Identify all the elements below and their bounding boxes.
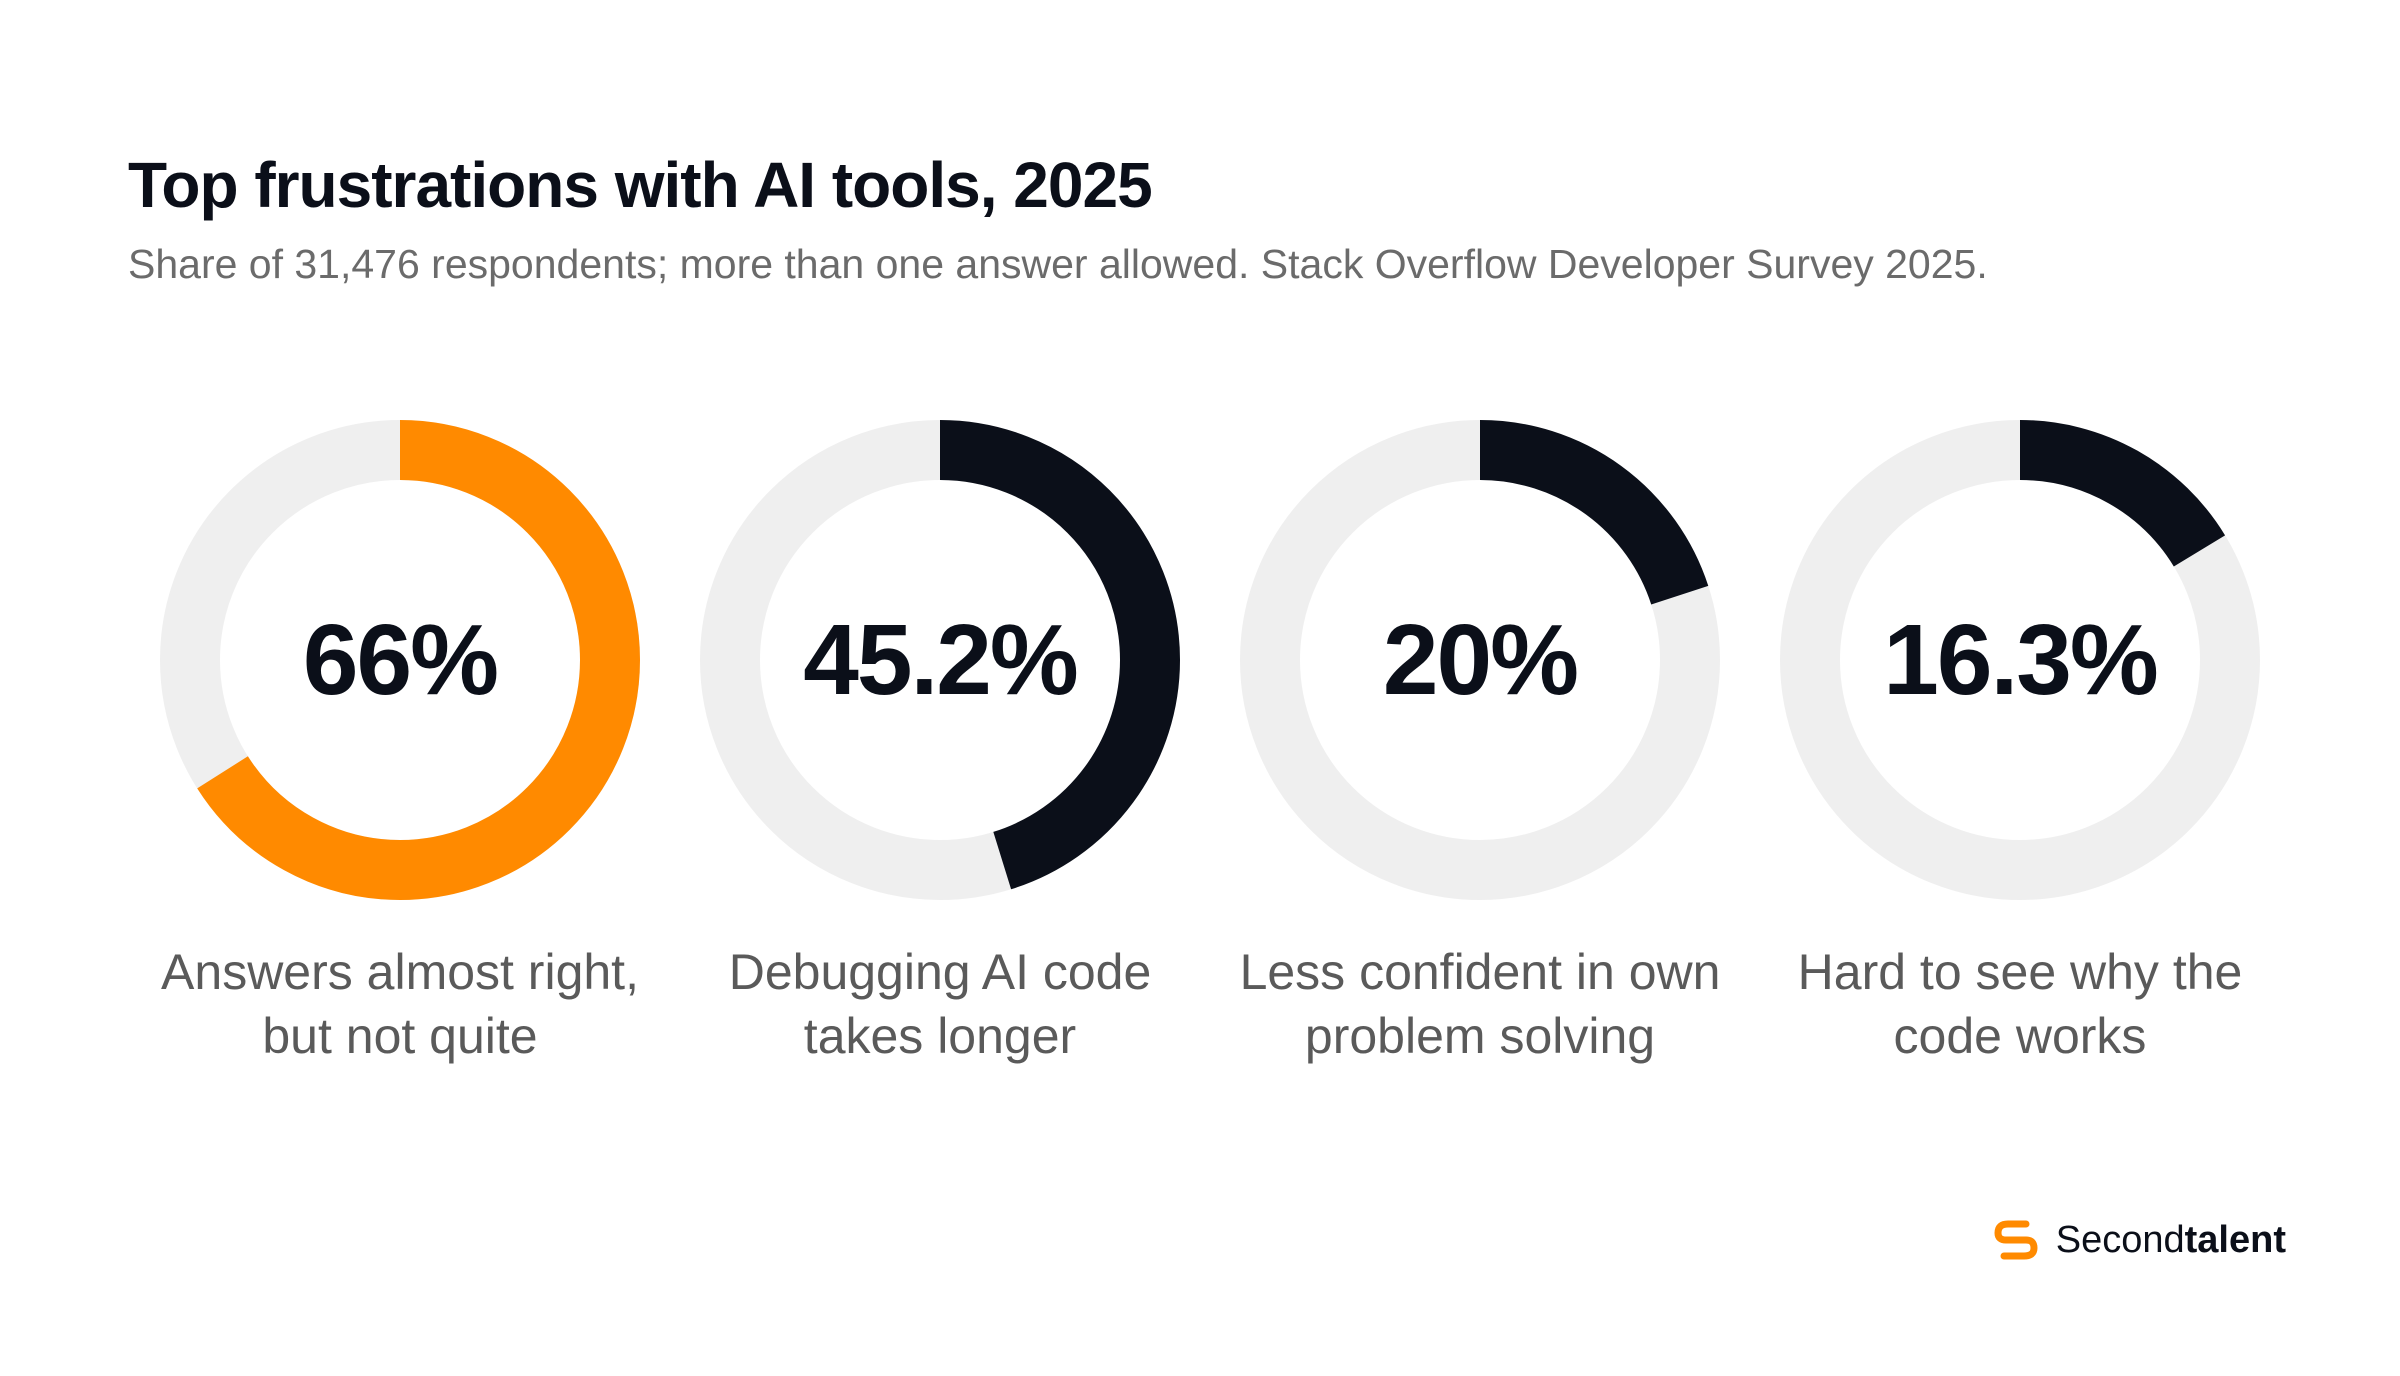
brand-name-bold: talent (2184, 1219, 2286, 1261)
donut-chart (160, 420, 640, 900)
donut-value-arc (700, 420, 1180, 900)
brand-name-regular: Second (2055, 1219, 2185, 1261)
donut-category-label: Answers almost right, but not quite (161, 944, 639, 1064)
brand-name: Secondtalent (2056, 1212, 2286, 1268)
donut-value-arc (1780, 420, 2260, 900)
chart-header: Top frustrations with AI tools, 2025 Sha… (128, 140, 2288, 292)
donut-value-label: 20% (1382, 603, 1579, 716)
donut-value-label: 16.3% (1883, 603, 2159, 716)
donut-category-label: Debugging AI code takes longer (728, 944, 1152, 1064)
brand-logo: Secondtalent (1990, 1212, 2286, 1268)
donut-category-label: Less confident in own problem solving (1239, 944, 1721, 1064)
donut-chart (1780, 420, 2260, 900)
donut-chart (700, 420, 1180, 900)
donut-value-arc (160, 420, 640, 900)
secondtalent-logo-icon (1994, 1220, 2038, 1260)
chart-title: Top frustrations with AI tools, 2025 (128, 149, 1153, 221)
donut-category-label: Hard to see why the code works (1797, 944, 2243, 1064)
donut-value-arc (1240, 420, 1720, 900)
donut-value-label: 45.2% (803, 603, 1079, 716)
donut-value-label: 66% (302, 603, 499, 716)
donut-chart (1240, 420, 1720, 900)
chart-subtitle: Share of 31,476 respondents; more than o… (128, 241, 1988, 287)
